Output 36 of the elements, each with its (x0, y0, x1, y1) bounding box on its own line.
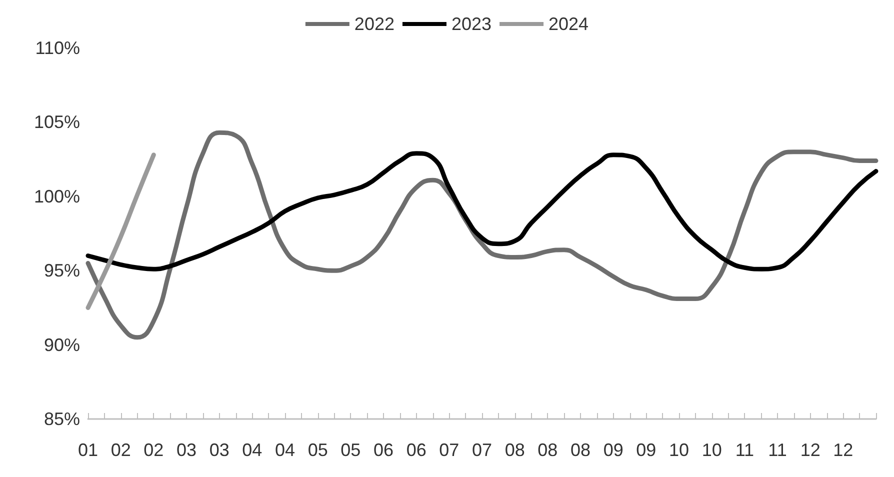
line-series (86, 130, 878, 340)
x-tick-label: 08 (538, 440, 558, 460)
y-tick-label: 95% (44, 260, 80, 281)
x-tick-label: 08 (570, 440, 591, 460)
x-tick-label: 05 (308, 440, 328, 460)
x-tick-label: 03 (209, 440, 230, 460)
x-tick-label: 10 (668, 440, 690, 460)
x-tick-label: 02 (110, 440, 131, 460)
y-tick-label: 100% (34, 186, 80, 206)
x-tick-label: 10 (702, 440, 722, 460)
x-tick-label: 07 (472, 440, 492, 460)
x-tick-label: 09 (636, 440, 656, 460)
line-series (86, 152, 156, 310)
x-tick-label: 11 (735, 440, 754, 460)
x-tick-label: 12 (833, 440, 854, 460)
y-tick-label: 110% (35, 38, 80, 58)
x-tick-label: 06 (406, 440, 426, 460)
legend-label: 2022 (354, 14, 394, 34)
x-tick-label: 02 (144, 440, 164, 460)
x-tick-label: 07 (439, 440, 460, 460)
x-tick-label: 09 (603, 440, 624, 460)
line-series (86, 151, 878, 272)
x-tick-label: 03 (176, 440, 197, 460)
y-tick-label: 105% (34, 112, 80, 132)
x-tick-label: 04 (242, 440, 262, 460)
x-tick-label: 12 (800, 440, 820, 460)
x-tick-label: 04 (274, 440, 296, 460)
y-tick-label: 90% (44, 334, 80, 355)
legend-label: 2023 (451, 14, 492, 34)
x-tick-label: 06 (373, 440, 394, 460)
x-tick-label: 11 (768, 440, 787, 460)
y-tick-label: 85% (44, 409, 80, 429)
x-tick-label: 05 (340, 440, 361, 460)
legend-label: 2024 (548, 14, 589, 34)
x-tick-label: 01 (78, 440, 98, 460)
x-tick-label: 08 (504, 440, 525, 460)
